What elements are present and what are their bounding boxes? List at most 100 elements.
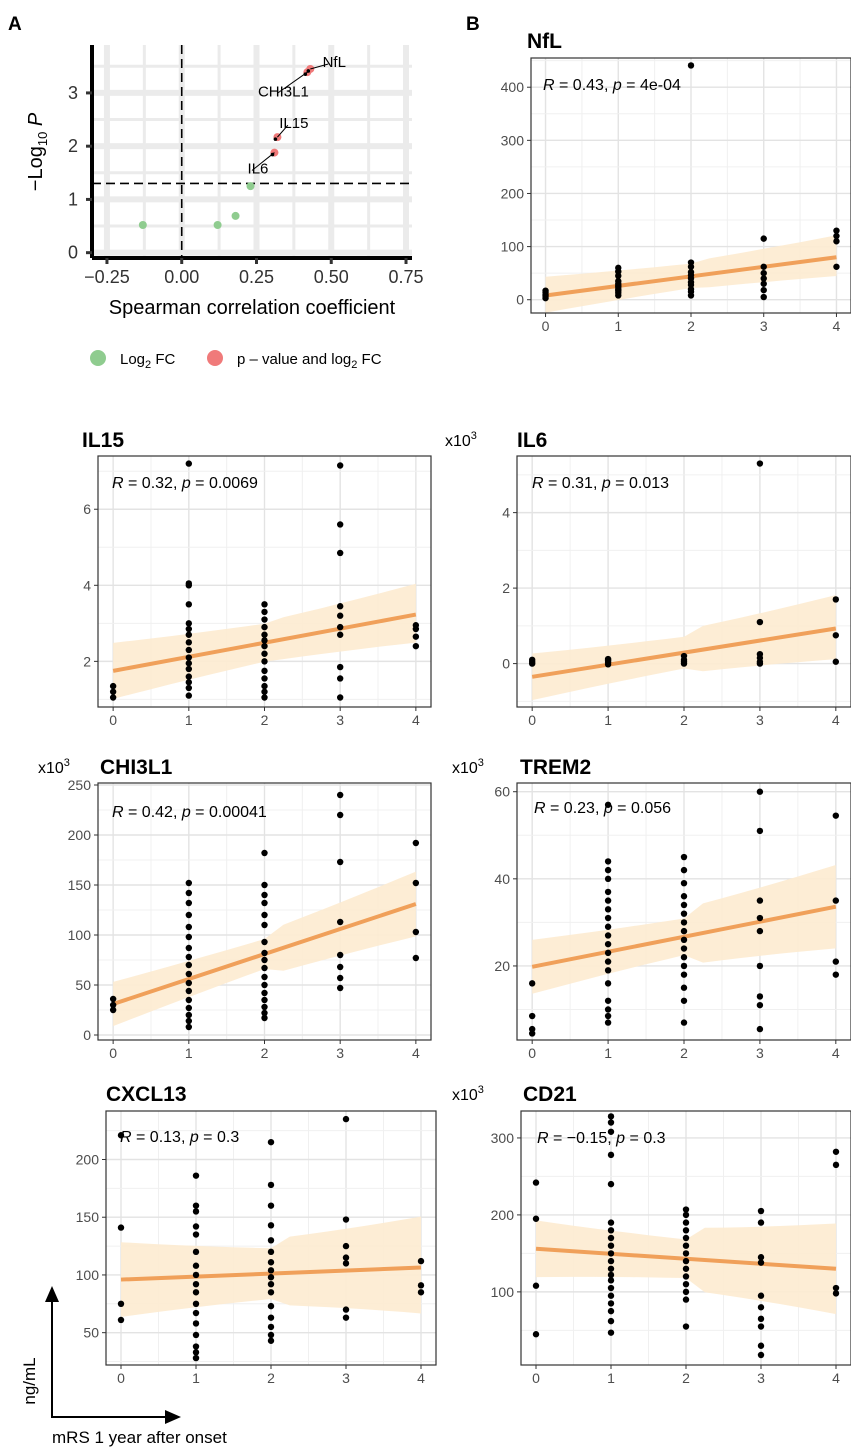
data-point [336,462,344,469]
correlation-annotation: R = 0.13, p = 0.3 [120,1129,239,1146]
data-point [267,1302,275,1310]
data-point [261,616,268,623]
data-point [604,1012,612,1020]
data-point [192,1349,200,1356]
x-tick-label: 0 [117,1370,125,1386]
y-tick-label: 1 [68,189,78,209]
label-leader [277,124,289,138]
ann-p-value: = 0.0069 [191,475,258,492]
legend-label-tail: FC [151,351,175,368]
data-point [342,1216,350,1223]
data-point [109,1006,117,1014]
data-point [680,971,688,978]
x-tick-label: 3 [342,1370,350,1386]
data-point [757,1259,765,1266]
data-point [756,650,764,658]
label-leader [310,63,329,70]
data-point [607,1151,615,1159]
data-point [261,989,268,997]
legend-label: Log2 FC [120,351,175,371]
data-point [185,1017,193,1025]
data-point [261,667,268,675]
y-tick-label: 200 [501,185,525,201]
axis-multiplier: x103 [452,1084,484,1104]
data-point [833,227,840,234]
ann-p: p [615,1130,625,1147]
data-point [342,1260,350,1267]
data-point [185,996,193,1004]
data-point [833,238,840,245]
data-point [760,235,767,242]
volcano-point [138,220,147,229]
x-tick-label: 3 [760,318,768,334]
data-point [336,603,344,610]
data-point [267,1274,275,1281]
data-point [604,897,612,904]
x-tick-label: 3 [756,1045,764,1061]
data-point [192,1354,200,1362]
panel-il15: 0 1 2 3 4 2 4 6 IL15 R = 0.32, p = 0.0069 [82,429,432,728]
correlation-annotation: R = −0.15, p = 0.3 [537,1130,666,1147]
multiplier-base: x10 [452,760,478,777]
data-point [680,997,688,1004]
x-tick-label: 0.25 [239,267,274,287]
data-point [528,656,536,664]
data-point [607,1271,615,1279]
data-point [267,1181,275,1189]
x-tick-label: 0 [109,712,117,728]
y-tick-label: 4 [502,505,510,521]
x-tick-label: 3 [336,712,344,728]
data-point [336,811,344,819]
x-tick-label: 3 [756,712,764,728]
data-point [682,1211,690,1219]
x-tick-label: 0.75 [388,267,423,287]
data-point [336,612,344,619]
data-point [532,1215,540,1222]
label-leader [277,71,308,94]
y-tick-label: 40 [494,871,510,887]
ann-r: R [537,1130,549,1147]
data-point [267,1337,275,1344]
x-tick-label: 1 [185,712,193,728]
panel-inner [517,783,851,1040]
data-point [607,1292,615,1299]
data-point [604,1019,612,1026]
data-point [412,928,420,936]
corner-axes: ng/mL mRS 1 year after onset [20,1286,227,1447]
point-label: IL15 [279,115,308,132]
data-point [261,891,268,899]
x-tick-label: 2 [680,1045,688,1061]
data-point [680,936,688,944]
correlation-annotation: R = 0.42, p = 0.00041 [112,804,267,821]
data-point [604,1006,612,1013]
data-point [185,601,193,608]
data-point [604,655,612,663]
data-point [185,889,193,897]
data-point [833,232,840,240]
data-point [192,1289,200,1296]
data-point [680,945,688,952]
correlation-annotation: R = 0.43, p = 4e-04 [543,77,681,94]
data-point [261,642,268,650]
x-tick-label: 1 [604,1045,612,1061]
data-point [832,812,840,819]
data-point [192,1343,200,1350]
data-point [192,1262,200,1269]
data-point [760,263,767,270]
corner-y-arrowhead [45,1286,59,1302]
data-point [607,1307,615,1315]
x-tick-label: 0 [528,712,536,728]
legend-label-main: Log [120,351,145,368]
data-point [261,688,268,695]
x-tick-label: 0 [532,1370,540,1386]
data-point [607,1234,615,1242]
x-tick-label: 1 [614,318,622,334]
y-tick-label: 150 [68,877,92,893]
multiplier-exp: 3 [64,757,70,769]
data-point [117,1316,125,1324]
data-point [615,277,622,285]
data-point [192,1172,200,1179]
y-tick-label: 2 [68,136,78,156]
data-point [680,927,688,935]
